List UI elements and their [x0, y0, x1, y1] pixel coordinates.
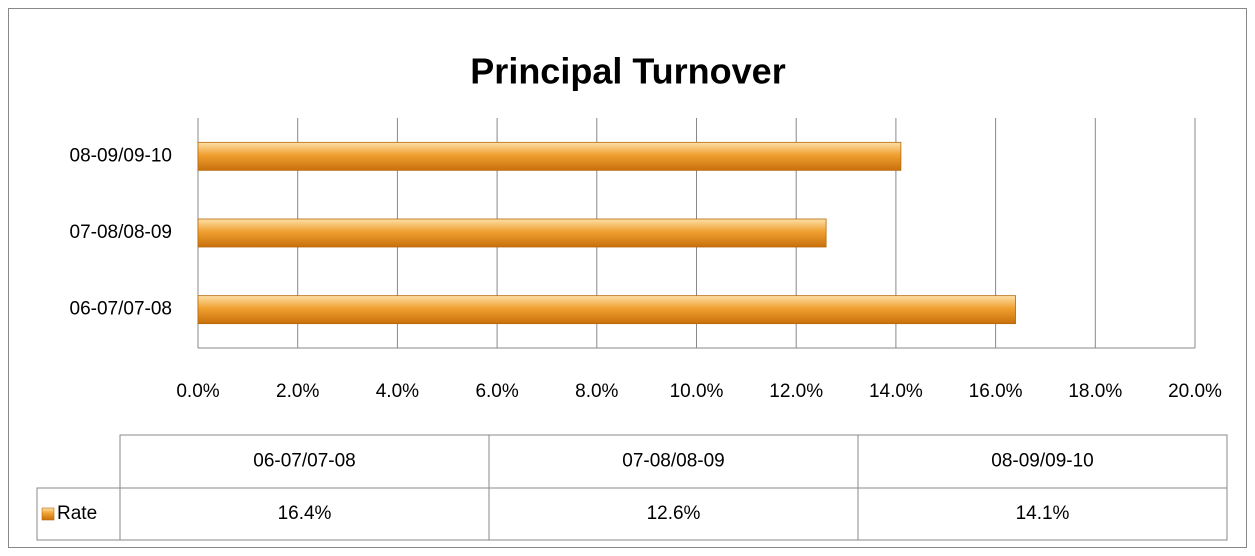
x-tick-label: 12.0%	[769, 381, 823, 402]
legend-swatch	[41, 507, 55, 521]
y-tick-label: 06-07/07-08	[70, 299, 172, 320]
x-tick-label: 18.0%	[1068, 381, 1122, 402]
legend-label: Rate	[57, 503, 97, 524]
table-value: 16.4%	[278, 503, 332, 524]
x-tick-label: 14.0%	[869, 381, 923, 402]
bar	[197, 141, 902, 171]
y-tick-label: 07-08/08-09	[70, 222, 172, 243]
bar	[197, 295, 1016, 325]
table-value: 12.6%	[647, 503, 701, 524]
x-tick-label: 16.0%	[969, 381, 1023, 402]
x-tick-label: 0.0%	[176, 381, 219, 402]
table-value: 14.1%	[1016, 503, 1070, 524]
table-header: 06-07/07-08	[253, 451, 355, 472]
bar	[197, 218, 827, 248]
x-tick-label: 2.0%	[276, 381, 319, 402]
x-tick-label: 4.0%	[376, 381, 419, 402]
x-tick-label: 10.0%	[670, 381, 724, 402]
chart-border	[8, 8, 1247, 548]
table-header: 07-08/08-09	[622, 451, 724, 472]
y-tick-label: 08-09/09-10	[70, 145, 172, 166]
chart-title: Principal Turnover	[470, 51, 785, 92]
x-tick-label: 8.0%	[575, 381, 618, 402]
x-tick-label: 20.0%	[1168, 381, 1222, 402]
table-header: 08-09/09-10	[991, 451, 1093, 472]
x-tick-label: 6.0%	[475, 381, 518, 402]
